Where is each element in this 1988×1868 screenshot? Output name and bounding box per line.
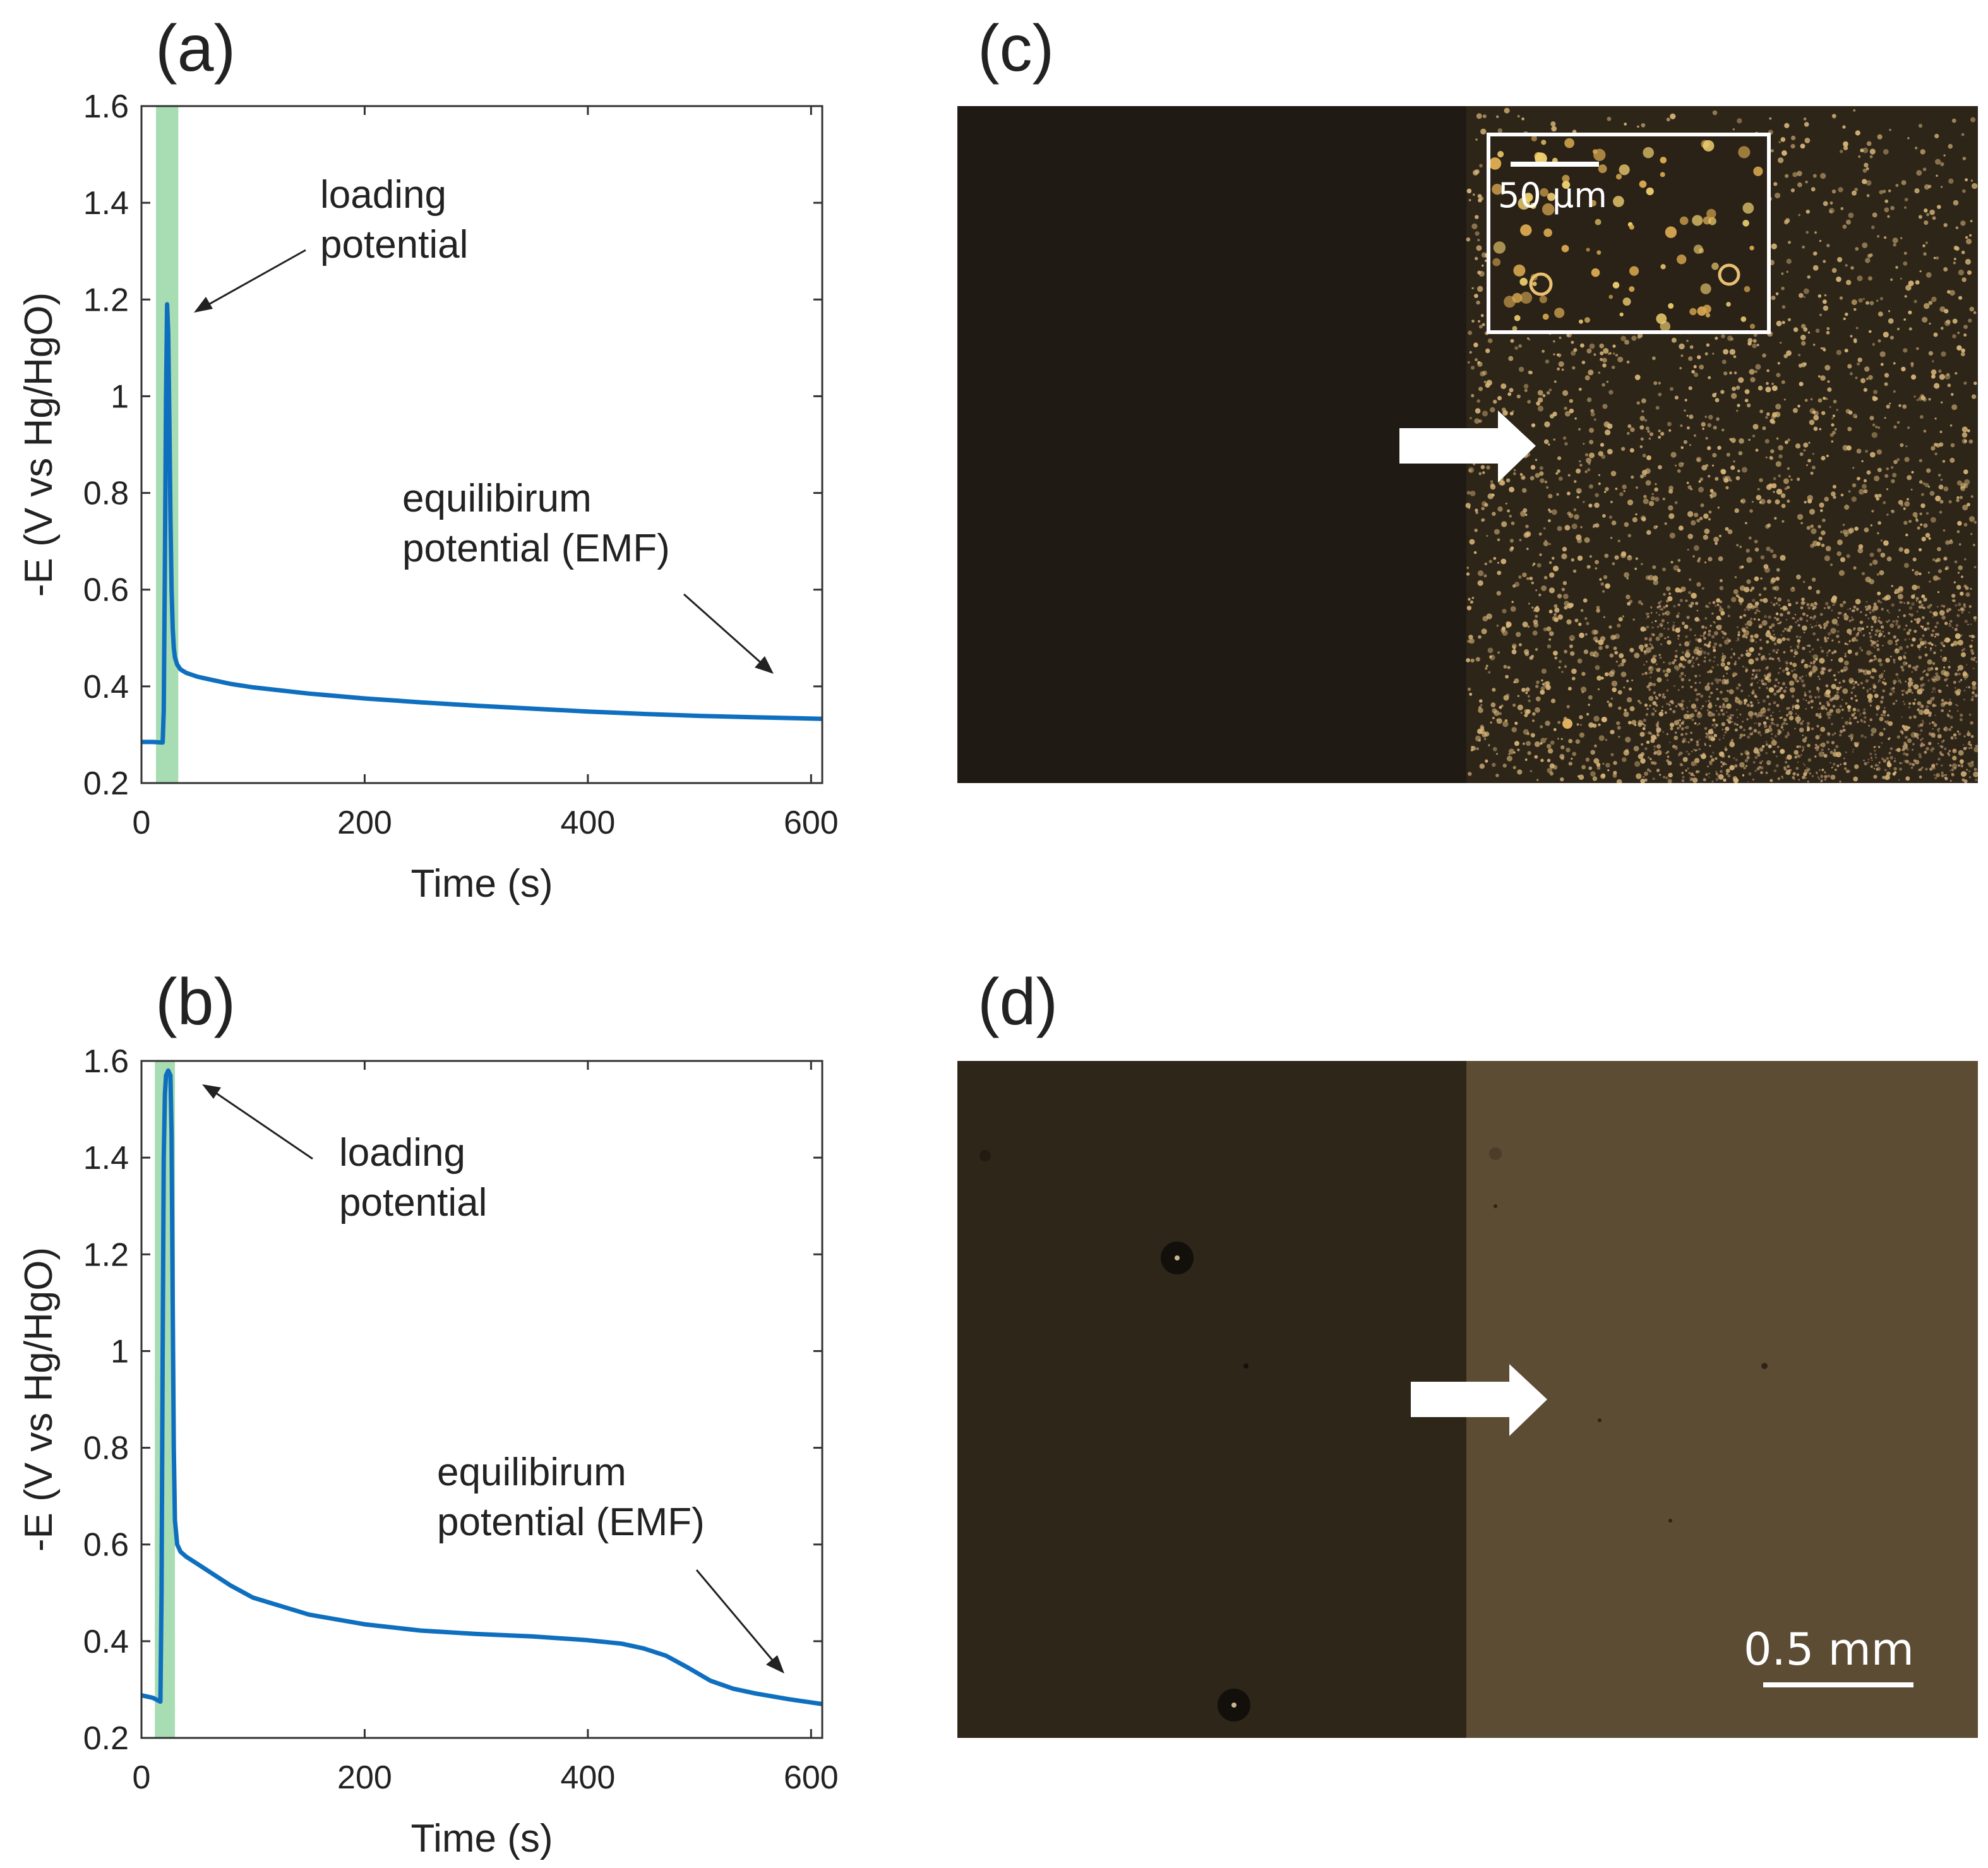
series-line <box>141 1068 822 1706</box>
annotation-loading-potential: loading potential <box>202 1084 487 1224</box>
x-tick-label: 200 <box>337 1759 392 1796</box>
panel-label-b: (b) <box>155 966 236 1039</box>
annotation-line: loading <box>320 173 446 217</box>
annotation-line: equilibirum <box>437 1451 626 1494</box>
y-tick-label: 0.4 <box>83 669 129 705</box>
y-tick-label: 0.2 <box>83 1720 129 1757</box>
x-axis-label: Time (s) <box>411 1817 553 1860</box>
x-tick-label: 200 <box>337 805 392 841</box>
inset-particles <box>1488 135 1763 332</box>
y-axis-label: -E (V vs Hg/HgO) <box>17 1247 61 1552</box>
annotation-equilibrium-potential: equilibirum potential (EMF) <box>402 477 774 674</box>
annotation-loading-potential: loading potential <box>194 173 468 313</box>
annotation-line: loading <box>339 1131 465 1175</box>
arrowhead-icon <box>766 1655 784 1673</box>
scale-label: 0.5 mm <box>1744 1624 1914 1675</box>
arrowhead-icon <box>202 1084 221 1099</box>
x-tick-label: 400 <box>561 805 616 841</box>
annotation-line: potential (EMF) <box>402 527 670 570</box>
y-tick-label: 0.6 <box>83 1527 129 1564</box>
y-tick-label: 0.6 <box>83 572 129 609</box>
inset-scale-label: 50 μm <box>1498 176 1607 215</box>
y-tick-label: 0.8 <box>83 1430 129 1467</box>
axis-ticks: 0 200 400 600 0.2 0.4 0.6 0.8 1 1.2 1.4 1.6 <box>83 88 839 841</box>
y-tick-label: 1 <box>111 1333 129 1370</box>
annotation-line: potential <box>320 223 468 266</box>
right-arrow-icon <box>1411 1364 1547 1436</box>
annotation-equilibrium-potential: equilibirum potential (EMF) <box>437 1451 784 1673</box>
y-axis-label: -E (V vs Hg/HgO) <box>17 292 61 597</box>
micrograph-left-region <box>957 106 1466 783</box>
y-tick-label: 1.2 <box>83 282 129 318</box>
axes-box <box>140 105 823 784</box>
x-tick-label: 0 <box>133 1759 151 1796</box>
annotation-line: potential (EMF) <box>437 1500 705 1544</box>
arrowhead-icon <box>194 297 213 313</box>
axis-ticks: 0 200 400 600 0.2 0.4 0.6 0.8 1 1.2 1.4 1.6 <box>83 1043 839 1796</box>
right-arrow-icon <box>1399 410 1536 482</box>
annotation-arrow <box>200 249 306 310</box>
inset-zoom: 50 μm <box>1487 133 1771 334</box>
y-tick-label: 1 <box>111 378 129 415</box>
x-axis-label: Time (s) <box>411 862 553 906</box>
axes-box <box>140 1060 823 1739</box>
annotation-line: equilibirum <box>402 477 592 520</box>
annotation-arrow <box>209 1087 313 1160</box>
y-tick-label: 0.8 <box>83 476 129 512</box>
panel-label-d: (d) <box>978 966 1058 1039</box>
y-tick-label: 0.4 <box>83 1624 129 1660</box>
micrograph-panel-c: (c) 50 μm <box>957 12 1978 783</box>
y-tick-label: 1.2 <box>83 1236 129 1273</box>
y-tick-label: 1.4 <box>83 1140 129 1176</box>
chart-panel-b: (b) 0 200 400 600 0.2 0.4 0.6 0.8 1 1.2 1.4 1.6 Tim… <box>17 966 839 1860</box>
micrograph-left-region <box>957 1061 1466 1738</box>
y-tick-label: 1.4 <box>83 185 129 222</box>
plot-area <box>141 1068 822 1706</box>
x-tick-label: 400 <box>561 1759 616 1796</box>
micrograph-right-region <box>1466 1061 1978 1738</box>
y-tick-label: 0.2 <box>83 765 129 802</box>
micrograph-panel-d: (d) 0.5 mm <box>957 966 1978 1738</box>
annotation-line: potential <box>339 1181 487 1224</box>
inset-border <box>1487 133 1771 334</box>
annotation-arrow <box>695 1569 778 1666</box>
panel-label-a: (a) <box>155 12 236 85</box>
y-tick-label: 1.6 <box>83 1043 129 1080</box>
annotation-arrow <box>683 593 765 667</box>
x-tick-label: 0 <box>133 805 151 841</box>
plot-area <box>141 302 822 745</box>
arrowhead-icon <box>755 656 774 674</box>
x-tick-label: 600 <box>784 805 839 841</box>
chart-panel-a: (a) 0 200 400 600 0.2 0.4 0.6 0.8 1 1.2 1.4 1.6 Tim… <box>17 12 839 906</box>
x-tick-label: 600 <box>784 1759 839 1796</box>
panel-label-c: (c) <box>978 12 1054 85</box>
y-tick-label: 1.6 <box>83 88 129 125</box>
surface-defects <box>979 1147 1768 1721</box>
series-line <box>141 302 822 745</box>
